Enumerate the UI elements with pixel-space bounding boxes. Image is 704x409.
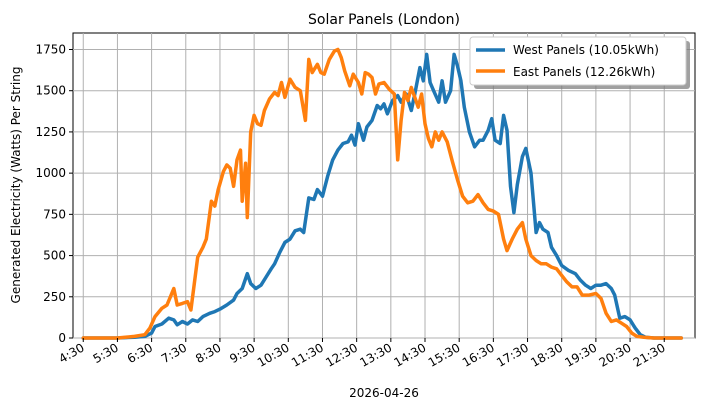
legend-label-east: East Panels (12.26kWh) — [513, 65, 655, 79]
y-tick-label: 1000 — [35, 166, 66, 180]
x-tick-label: 13:30 — [357, 340, 394, 369]
y-tick-label: 0 — [58, 331, 66, 345]
y-tick-label: 1500 — [35, 84, 66, 98]
x-tick-label: 18:30 — [528, 340, 565, 369]
east-panels-line — [81, 47, 684, 340]
y-tick-label: 1750 — [35, 42, 66, 56]
y-tick-label: 250 — [43, 290, 66, 304]
y-axis-label: Generated Electricity (Watts) Per String — [9, 67, 23, 304]
x-tick-label: 12:30 — [323, 340, 360, 369]
x-tick-label: 9:30 — [227, 340, 257, 366]
x-tick-label: 5:30 — [91, 340, 121, 366]
chart-title: Solar Panels (London) — [308, 12, 460, 28]
y-tick-label: 750 — [43, 207, 66, 221]
x-tick-label: 19:30 — [562, 340, 599, 369]
x-tick-label: 11:30 — [289, 340, 326, 369]
x-tick-label: 6:30 — [125, 340, 155, 366]
legend-box — [469, 36, 687, 86]
x-tick-label: 10:30 — [255, 340, 292, 369]
series-layer — [81, 47, 684, 340]
y-tick-label: 1250 — [35, 125, 66, 139]
x-tick-label: 17:30 — [494, 340, 531, 369]
x-tick-label: 21:30 — [631, 340, 668, 369]
x-tick-label: 20:30 — [597, 340, 634, 369]
legend: West Panels (10.05kWh) East Panels (12.2… — [469, 36, 690, 89]
x-tick-label: 15:30 — [426, 340, 463, 369]
y-tick-label: 500 — [43, 249, 66, 263]
x-axis-label: 2026-04-26 — [349, 386, 419, 400]
x-tick-label: 7:30 — [159, 340, 189, 366]
x-tick-label: 16:30 — [460, 340, 497, 369]
x-tick-label: 14:30 — [392, 340, 429, 369]
legend-label-west: West Panels (10.05kWh) — [513, 43, 659, 57]
x-tick-label: 8:30 — [193, 340, 223, 366]
